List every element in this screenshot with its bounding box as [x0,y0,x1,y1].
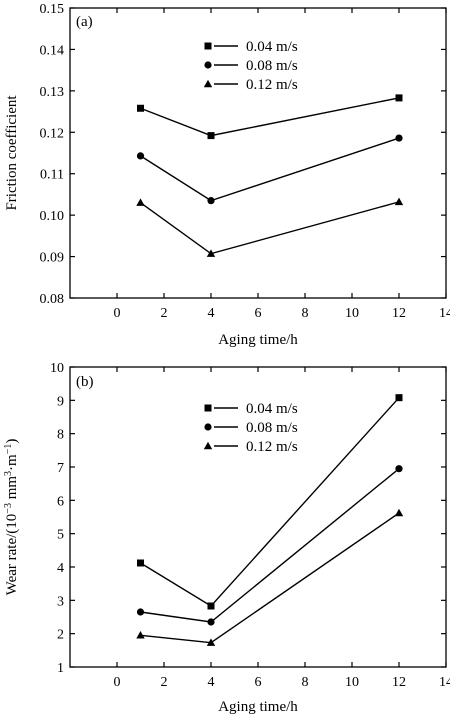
x-tick-label: 4 [208,306,215,321]
data-point-circle [207,197,215,205]
data-point-triangle [394,197,404,206]
series-line-3 [140,512,400,644]
y-axis-title-a: Friction coefficient [4,95,20,211]
y-axis-title-b-exp3: −1 [3,444,14,455]
data-point-square [395,94,403,102]
data-point-triangle [136,198,145,206]
legend-label: 0.12 m/s [246,77,298,93]
y-axis-title-b-part1: Wear rate/(10 [4,514,20,596]
y-tick-label: 0.10 [40,209,65,224]
data-point-square [207,602,215,610]
y-axis-title-b-part3: ·m [4,454,20,471]
y-axis-title-b-part2: mm [4,476,20,503]
x-tick-label: 0 [114,306,121,321]
legend-label: 0.08 m/s [246,58,298,74]
legend-marker-triangle [203,79,213,88]
data-point-circle [136,152,145,160]
x-tick-label: 14 [439,306,450,321]
data-point-square [137,104,144,112]
y-tick-label: 0.12 [40,126,65,141]
y-tick-label: 4 [57,561,64,576]
data-point-triangle [394,508,404,517]
legend-b: 0.04 m/s 0.08 m/s 0.12 m/s [203,401,298,455]
x-axis-title-b: Aging time/h [218,699,298,715]
legend-label: 0.04 m/s [246,39,298,55]
data-point-circle [136,608,145,616]
y-axis-title-b-part4: ) [4,439,20,444]
legend-label: 0.12 m/s [246,439,298,455]
legend-marker-circle [204,61,212,69]
panel-label-a: (a) [76,14,93,30]
panel-a: 0 2 4 6 8 10 12 14 0.08 0.09 0.10 0.11 0.12 0.13 0.14 0… [4,2,450,348]
data-point-square [207,132,215,140]
x-tick-label: 10 [345,675,359,690]
x-tick-label: 8 [302,675,309,690]
y-tick-label: 0.08 [40,292,65,307]
x-tick-label: 6 [255,675,262,690]
x-tick-label: 6 [255,306,262,321]
y-tick-label: 5 [57,528,64,543]
series-line-2 [140,137,400,202]
x-axis-title-a: Aging time/h [218,332,298,348]
data-point-triangle [206,249,216,257]
x-tick-label: 8 [302,306,309,321]
x-tick-label: 10 [345,306,359,321]
y-axis-title-b: Wear rate/(10−3 mm3·m−1) [3,439,21,596]
x-tick-label: 4 [208,675,215,690]
marks-a [136,94,404,257]
data-point-circle [395,465,403,473]
y-tick-label: 6 [57,494,64,509]
x-tick-label: 12 [392,306,406,321]
legend-marker-square [204,404,212,412]
y-tick-label: 7 [57,461,64,476]
y-axis-title-b-exp1: −3 [3,503,14,514]
marks-b [136,394,404,646]
x-tick-label: 14 [439,675,450,690]
data-point-circle [207,618,215,626]
series-line-3 [140,201,400,255]
y-tick-label: 0.14 [40,43,65,58]
x-tick-label: 2 [161,675,168,690]
y-tick-label: 0.11 [40,168,64,183]
x-tick-label: 2 [161,306,168,321]
legend-marker-circle [204,423,212,431]
y-tick-label: 9 [57,394,64,409]
y-tick-label: 1 [57,661,64,676]
ticks-a: 0 2 4 6 8 10 12 14 0.08 0.09 0.10 0.11 0.12 0.13 0.14 0… [40,2,450,321]
panel-label-b: (b) [76,374,94,390]
x-tick-label: 12 [392,675,406,690]
y-tick-label: 8 [57,428,64,443]
y-tick-label: 0.13 [40,85,65,100]
data-point-triangle [136,631,145,639]
legend-label: 0.08 m/s [246,420,298,436]
y-tick-label: 3 [57,594,64,609]
data-point-triangle [206,638,216,646]
y-tick-label: 0.15 [40,2,65,17]
y-tick-label: 10 [50,361,64,376]
x-tick-label: 0 [114,675,121,690]
series-line-1 [140,97,400,137]
legend-label: 0.04 m/s [246,401,298,417]
data-point-circle [395,134,403,142]
y-tick-label: 2 [57,628,64,643]
data-point-square [137,559,144,567]
data-point-square [395,394,403,402]
legend-marker-square [204,42,212,50]
y-axis-title-b-exp2: 3 [3,471,14,476]
series-line-2 [140,468,400,623]
legend-a: 0.04 m/s 0.08 m/s 0.12 m/s [203,39,298,93]
y-tick-label: 0.09 [40,251,65,266]
legend-marker-triangle [203,441,213,450]
